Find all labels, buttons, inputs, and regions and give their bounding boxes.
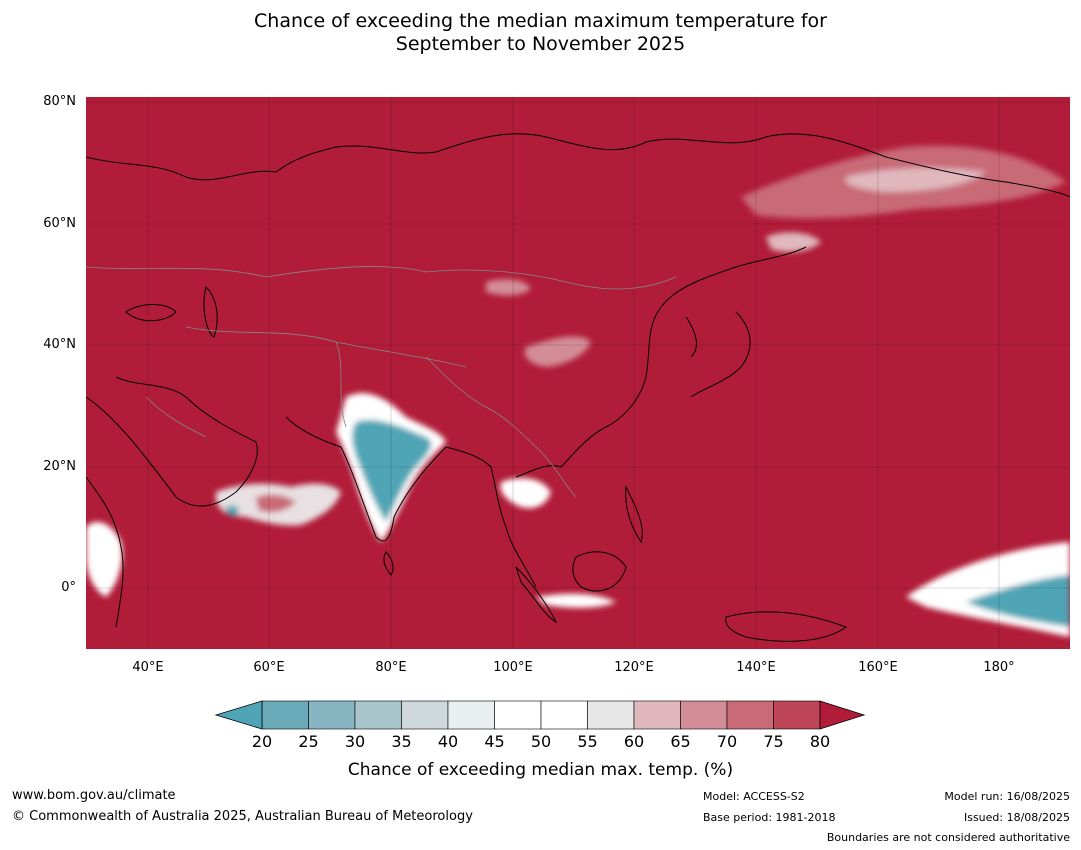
footer-base-period: Base period: 1981-2018	[703, 811, 836, 824]
lon-label-60e: 60°E	[253, 660, 285, 675]
lat-label-40n: 40°N	[43, 337, 76, 352]
patch-indochina	[500, 478, 551, 509]
colorbar-cell	[726, 700, 774, 730]
colorbar-tick-label: 65	[670, 732, 691, 751]
colorbar-cell	[633, 700, 681, 730]
colorbar-cell	[354, 700, 402, 730]
lon-label-140e: 140°E	[736, 660, 776, 675]
colorbar-tick-label: 50	[530, 732, 552, 751]
lon-label-80e: 80°E	[375, 660, 407, 675]
patch-pacific-blue	[966, 575, 1070, 627]
colorbar-tick-label: 55	[577, 732, 598, 751]
footer-model: Model: ACCESS-S2	[703, 790, 805, 803]
colorbar-tick-label: 60	[623, 732, 645, 751]
colorbar-under-arrow	[214, 700, 263, 730]
colorbar-tick-label: 70	[716, 732, 738, 751]
lat-label-80n: 80°N	[43, 94, 76, 109]
colorbar-tick-label: 30	[344, 732, 366, 751]
colorbar-tick-label: 80	[809, 732, 831, 751]
colorbar-tick-label: 35	[391, 732, 412, 751]
colorbar-cell	[680, 700, 728, 730]
footer-website: www.bom.gov.au/climate	[12, 788, 176, 803]
lon-label-160e: 160°E	[858, 660, 898, 675]
lat-label-20n: 20°N	[43, 459, 76, 474]
patch-africa-coast	[86, 522, 123, 597]
colorbar-cell	[540, 700, 588, 730]
lat-label-0: 0°	[61, 580, 76, 595]
graticule	[86, 97, 1070, 649]
lon-label-180: 180°	[983, 660, 1015, 675]
lon-label-100e: 100°E	[493, 660, 533, 675]
colorbar-cell	[773, 700, 821, 730]
title-line-2: September to November 2025	[395, 33, 686, 55]
patch-china-pink	[524, 336, 591, 367]
patch-india-blue	[352, 419, 432, 522]
colorbar-title: Chance of exceeding median max. temp. (%…	[347, 760, 734, 780]
footer-model-run: Model run: 16/08/2025	[944, 790, 1070, 803]
footer-copyright: © Commonwealth of Australia 2025, Austra…	[12, 809, 473, 824]
footer-disclaimer: Boundaries are not considered authoritat…	[826, 831, 1070, 844]
patch-siberia-south	[766, 232, 821, 253]
coastlines	[86, 133, 1070, 642]
patch-arabian-sea-red	[256, 494, 296, 513]
colorbar-tick-label: 45	[484, 732, 505, 751]
colorbar-tick-label: 40	[437, 732, 459, 751]
title-line-1: Chance of exceeding the median maximum t…	[254, 10, 827, 32]
footer-issued: Issued: 18/08/2025	[963, 811, 1070, 824]
colorbar-cell	[261, 700, 309, 730]
patch-siberia-light	[845, 167, 986, 192]
colorbar-tick-label: 75	[763, 732, 784, 751]
patch-java	[536, 593, 616, 608]
patch-mongolia-pink	[486, 279, 531, 296]
colorbar-cell	[494, 700, 542, 730]
colorbar-cell	[587, 700, 635, 730]
colorbar-cell	[308, 700, 356, 730]
lat-label-60n: 60°N	[43, 216, 76, 231]
lon-label-120e: 120°E	[614, 660, 654, 675]
colorbar-tick-label: 20	[251, 732, 273, 751]
forecast-map	[86, 97, 1070, 649]
country-borders	[86, 266, 677, 498]
patch-arabian-sea-blue	[225, 505, 239, 516]
lon-label-40e: 40°E	[132, 660, 164, 675]
probability-patches	[86, 145, 1070, 637]
colorbar-tick-label: 25	[298, 732, 319, 751]
colorbar-over-arrow	[819, 700, 866, 730]
colorbar-cell	[447, 700, 495, 730]
colorbar	[214, 700, 866, 730]
chart-title: Chance of exceeding the median maximum t…	[0, 10, 1081, 56]
colorbar-cell	[401, 700, 449, 730]
